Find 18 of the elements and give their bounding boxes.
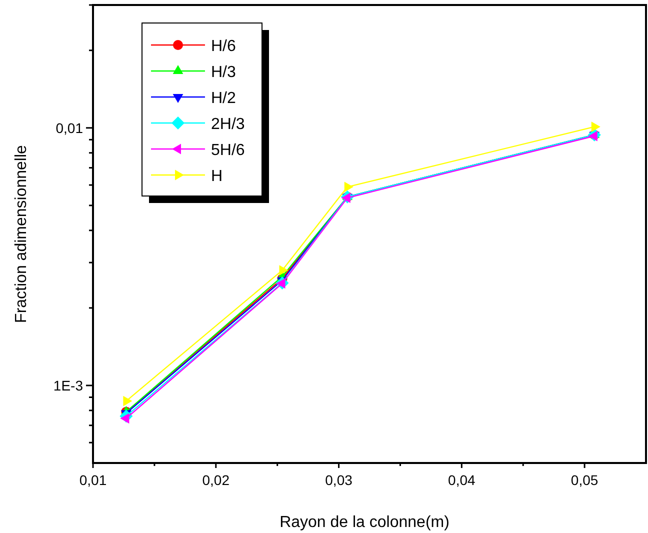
legend-label: H <box>211 168 223 185</box>
x-tick-label: 0,04 <box>448 472 476 488</box>
x-tick-label: 0,05 <box>570 472 598 488</box>
point <box>344 182 354 192</box>
x-axis-title: Rayon de la colonne(m) <box>280 514 450 531</box>
legend-label: H/6 <box>211 38 236 55</box>
legend-label: H/2 <box>211 90 236 107</box>
y-axis-title: Fraction adimensionnelle <box>13 144 30 323</box>
point <box>120 413 130 424</box>
x-tick-label: 0,02 <box>202 472 230 488</box>
point <box>591 122 600 132</box>
legend-label: 2H/3 <box>211 116 245 133</box>
legend-label: 5H/6 <box>211 142 245 159</box>
y-tick-label: 1E-3 <box>53 377 84 394</box>
x-tick-label: 0,03 <box>325 472 353 488</box>
point <box>276 278 286 289</box>
x-tick-label: 0,01 <box>79 472 107 488</box>
legend-label: H/3 <box>211 64 236 81</box>
